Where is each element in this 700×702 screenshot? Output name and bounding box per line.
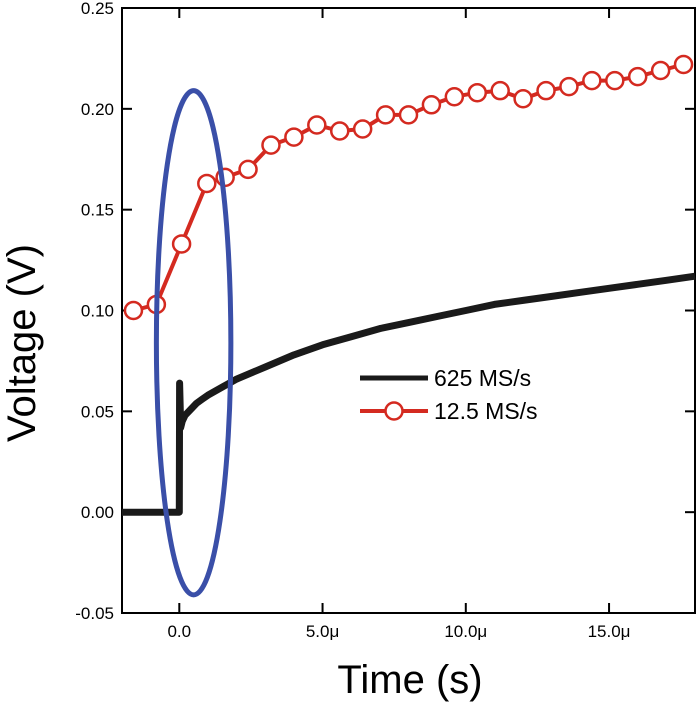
data-point [238,159,258,180]
x-tick-label: 10.0μ [444,622,487,641]
data-point [329,121,350,141]
data-point [352,119,373,139]
legend-marker-2 [384,401,404,421]
data-point [375,105,396,125]
data-point [490,80,510,101]
data-point [444,86,465,107]
x-tick-label: 5.0μ [306,622,339,641]
plot-area: -0.05 0.00 0.05 0.10 0.15 0.20 0.25 0.0 5.0μ 10.0… [75,0,696,641]
data-point [627,66,648,87]
series-line-1 [122,272,696,516]
data-point [261,135,281,155]
data-point [513,89,533,109]
legend-label-2: 12.5 MS/s [434,398,538,424]
data-point [605,70,625,91]
y-tick-label: 0.10 [81,302,114,321]
y-tick-label: 0.05 [81,402,114,421]
plot-frame [121,7,696,614]
data-point [536,80,556,101]
legend-label-1: 625 MS/s [434,365,531,391]
data-point [467,82,488,103]
highlight-ellipse [153,88,234,598]
y-tick-label: 0.20 [81,100,114,119]
y-axis-title: Voltage (V) [0,244,44,442]
x-axis-title: Time (s) [337,658,482,702]
data-point [650,60,671,81]
data-point [307,115,327,135]
y-tick-label: 0.15 [81,201,114,220]
series-line-2 [132,62,685,313]
data-point [171,234,192,254]
x-tick-label: 15.0μ [588,622,631,641]
data-point [421,95,442,115]
data-point [197,173,217,194]
x-tick-label: 0.0 [167,622,191,641]
data-point [398,105,419,125]
data-point [673,54,694,75]
data-point [559,76,579,97]
y-tick-label: -0.05 [75,604,114,623]
data-point [284,127,304,147]
data-point [582,70,602,91]
y-tick-label: 0.00 [81,503,114,522]
y-tick-label: 0.25 [81,0,114,18]
data-point [123,300,144,321]
